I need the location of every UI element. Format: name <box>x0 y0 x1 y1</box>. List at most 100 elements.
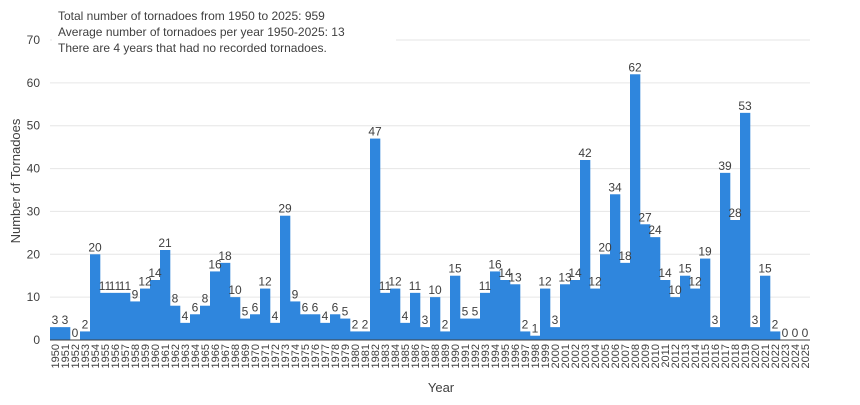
data-label-2023: 0 <box>782 326 789 340</box>
data-label-2024: 0 <box>792 326 799 340</box>
data-label-1956: 11 <box>109 279 122 293</box>
x-tick-label: 2001 <box>560 344 572 368</box>
bar-1990 <box>450 275 461 340</box>
data-label-1959: 12 <box>138 275 152 289</box>
bar-1960 <box>150 280 161 340</box>
bar-1959 <box>140 288 151 340</box>
bar-2009 <box>640 224 651 340</box>
data-label-1963: 4 <box>182 309 189 323</box>
bar-1989 <box>440 331 451 340</box>
data-label-1978: 6 <box>332 300 339 314</box>
bar-1964 <box>190 314 201 340</box>
data-label-1994: 16 <box>488 257 502 271</box>
x-tick-label: 1954 <box>90 344 102 368</box>
bar-2018 <box>730 220 741 340</box>
bar-1950 <box>50 327 61 340</box>
x-tick-label: 1987 <box>420 344 432 368</box>
x-tick-label: 2014 <box>690 344 702 368</box>
bar-1971 <box>260 288 271 340</box>
data-label-2014: 12 <box>688 275 702 289</box>
data-label-1965: 8 <box>202 292 209 306</box>
data-label-2010: 24 <box>648 223 662 237</box>
x-tick-label: 1953 <box>80 344 92 368</box>
x-tick-label: 1994 <box>490 344 502 368</box>
data-label-2021: 15 <box>758 262 772 276</box>
bar-2016 <box>710 327 721 340</box>
data-label-1958: 9 <box>132 287 139 301</box>
x-tick-label: 1981 <box>360 344 372 368</box>
data-label-1980: 2 <box>352 317 359 331</box>
bar-1981 <box>360 331 371 340</box>
bar-1982 <box>370 138 381 340</box>
data-label-2007: 18 <box>618 249 632 263</box>
bar-1963 <box>180 322 191 340</box>
data-label-1983: 11 <box>379 279 392 293</box>
data-label-1974: 9 <box>292 287 299 301</box>
y-tick-label: 20 <box>27 247 41 261</box>
data-label-2016: 3 <box>712 313 719 327</box>
x-tick-label: 2025 <box>800 344 812 368</box>
x-tick-label: 1957 <box>120 344 132 368</box>
bar-1967 <box>220 262 231 340</box>
x-tick-label: 1998 <box>530 344 542 368</box>
x-tick-label: 2000 <box>550 344 562 368</box>
y-tick-label: 40 <box>27 162 41 176</box>
data-label-1999: 12 <box>538 275 552 289</box>
x-tick-label: 1982 <box>370 344 382 368</box>
bar-2011 <box>660 280 671 340</box>
bar-1951 <box>60 327 71 340</box>
x-tick-label: 1967 <box>220 344 232 368</box>
x-tick-label: 2011 <box>660 344 672 368</box>
data-label-1976: 6 <box>312 300 319 314</box>
x-tick-label: 2019 <box>740 344 752 368</box>
annotation-box: Total number of tornadoes from 1950 to 2… <box>52 6 396 58</box>
x-tick-label: 1974 <box>290 344 302 368</box>
x-tick-label: 2023 <box>780 344 792 368</box>
bar-1998 <box>530 335 541 340</box>
data-label-2018: 28 <box>728 206 742 220</box>
bar-1986 <box>410 292 421 340</box>
data-label-1986: 11 <box>409 279 422 293</box>
bar-1979 <box>340 318 351 340</box>
data-label-1955: 11 <box>99 279 112 293</box>
x-tick-label: 1969 <box>240 344 252 368</box>
bar-2017 <box>720 172 731 340</box>
data-label-1969: 5 <box>242 305 249 319</box>
x-tick-label: 1959 <box>140 344 152 368</box>
x-tick-label: 1978 <box>330 344 342 368</box>
bar-2006 <box>610 194 621 340</box>
bar-1953 <box>80 331 91 340</box>
bar-1969 <box>240 318 251 340</box>
annotation-total: Total number of tornadoes from 1950 to 2… <box>58 9 325 23</box>
x-tick-label: 2015 <box>700 344 712 368</box>
data-label-2019: 53 <box>738 99 752 113</box>
y-tick-label: 30 <box>27 204 41 218</box>
data-label-1973: 29 <box>278 202 292 216</box>
x-tick-label: 2010 <box>650 344 662 368</box>
x-tick-label: 1966 <box>210 344 222 368</box>
x-tick-label: 2005 <box>600 344 612 368</box>
x-tick-label: 1951 <box>60 344 72 368</box>
x-tick-label: 1970 <box>250 344 262 368</box>
data-label-1981: 2 <box>362 317 369 331</box>
x-tick-label: 1955 <box>100 344 112 368</box>
bar-1987 <box>420 327 431 340</box>
annotation-average: Average number of tornadoes per year 195… <box>58 25 345 39</box>
x-tick-label: 1985 <box>400 344 412 368</box>
x-tick-label: 1952 <box>70 344 82 368</box>
y-tick-label: 10 <box>27 290 41 304</box>
data-label-2015: 19 <box>698 245 712 259</box>
bar-1980 <box>350 331 361 340</box>
data-label-1984: 12 <box>388 275 402 289</box>
data-label-1992: 5 <box>472 305 479 319</box>
data-label-1985: 4 <box>402 309 409 323</box>
data-label-1998: 1 <box>532 322 539 336</box>
x-axis: 1950195119521953195419551956195719581959… <box>50 339 812 368</box>
x-tick-label: 2004 <box>590 344 602 368</box>
data-label-1964: 6 <box>192 300 199 314</box>
bar-1991 <box>460 318 471 340</box>
gridlines <box>50 39 810 341</box>
data-label-1987: 3 <box>422 313 429 327</box>
data-label-1979: 5 <box>342 305 349 319</box>
